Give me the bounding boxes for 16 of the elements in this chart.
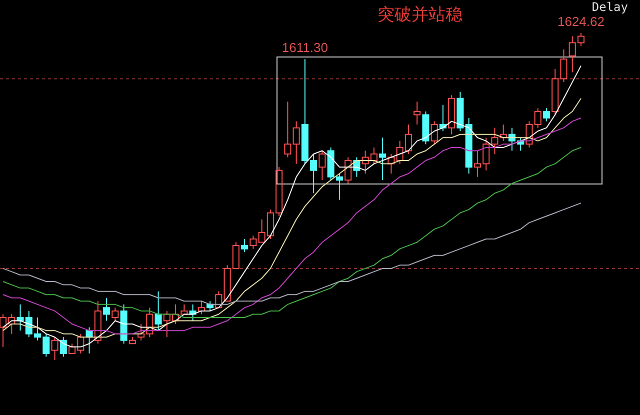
candlestick	[500, 124, 507, 142]
candlestick	[542, 108, 550, 122]
candlestick	[414, 101, 421, 126]
text: Delay	[592, 0, 628, 14]
candlestick	[284, 101, 292, 158]
candlestick	[250, 235, 257, 250]
candlestick	[103, 297, 110, 322]
candlestick	[448, 94, 456, 135]
candlestick	[534, 108, 542, 128]
text: 1611.30	[282, 40, 328, 56]
text: 1624.62	[557, 14, 604, 29]
candlestick	[292, 120, 300, 164]
candlestick	[379, 137, 386, 181]
candlestick	[491, 127, 498, 154]
candlestick	[465, 118, 472, 174]
chart-title: 突破并站稳	[378, 5, 462, 24]
